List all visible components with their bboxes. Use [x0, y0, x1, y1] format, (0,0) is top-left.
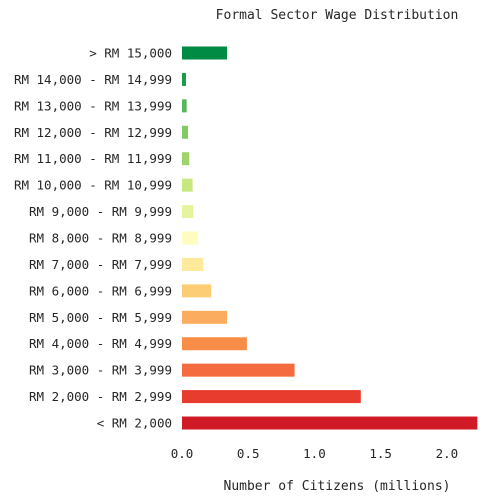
y-tick-label: > RM 15,000 [89, 46, 172, 61]
chart-title: Formal Sector Wage Distribution [216, 8, 459, 23]
y-tick-label: < RM 2,000 [97, 416, 172, 431]
y-tick-label: RM 8,000 - RM 8,999 [29, 231, 172, 246]
y-tick-label: RM 2,000 - RM 2,999 [29, 389, 172, 404]
y-tick-label: RM 10,000 - RM 10,999 [14, 178, 172, 193]
x-axis-label: Number of Citizens (millions) [224, 479, 451, 494]
x-tick-label: 2.0 [436, 446, 459, 461]
y-tick-label: RM 14,000 - RM 14,999 [14, 72, 172, 87]
bar [182, 178, 193, 192]
y-tick-label: RM 9,000 - RM 9,999 [29, 204, 172, 219]
y-tick-label: RM 13,000 - RM 13,999 [14, 98, 172, 113]
bar [182, 284, 212, 298]
bar [182, 390, 361, 404]
bar [182, 257, 204, 271]
y-tick-label: RM 7,000 - RM 7,999 [29, 257, 172, 272]
y-tick-label: RM 6,000 - RM 6,999 [29, 283, 172, 298]
bar [182, 310, 228, 324]
y-tick-label: RM 4,000 - RM 4,999 [29, 336, 172, 351]
y-tick-label: RM 3,000 - RM 3,999 [29, 363, 172, 378]
y-tick-label: RM 11,000 - RM 11,999 [14, 151, 172, 166]
bar [182, 337, 247, 351]
bar [182, 231, 198, 245]
bar [182, 99, 187, 113]
x-tick-label: 1.5 [369, 446, 392, 461]
bar [182, 363, 295, 377]
bar [182, 152, 190, 166]
y-tick-label: RM 12,000 - RM 12,999 [14, 125, 172, 140]
bar [182, 46, 228, 60]
x-tick-label: 1.0 [303, 446, 326, 461]
y-tick-label: RM 5,000 - RM 5,999 [29, 310, 172, 325]
bar [182, 416, 478, 430]
bar [182, 205, 194, 219]
bar [182, 125, 188, 139]
bar [182, 72, 186, 86]
x-tick-label: 0.5 [237, 446, 260, 461]
x-tick-label: 0.0 [171, 446, 194, 461]
